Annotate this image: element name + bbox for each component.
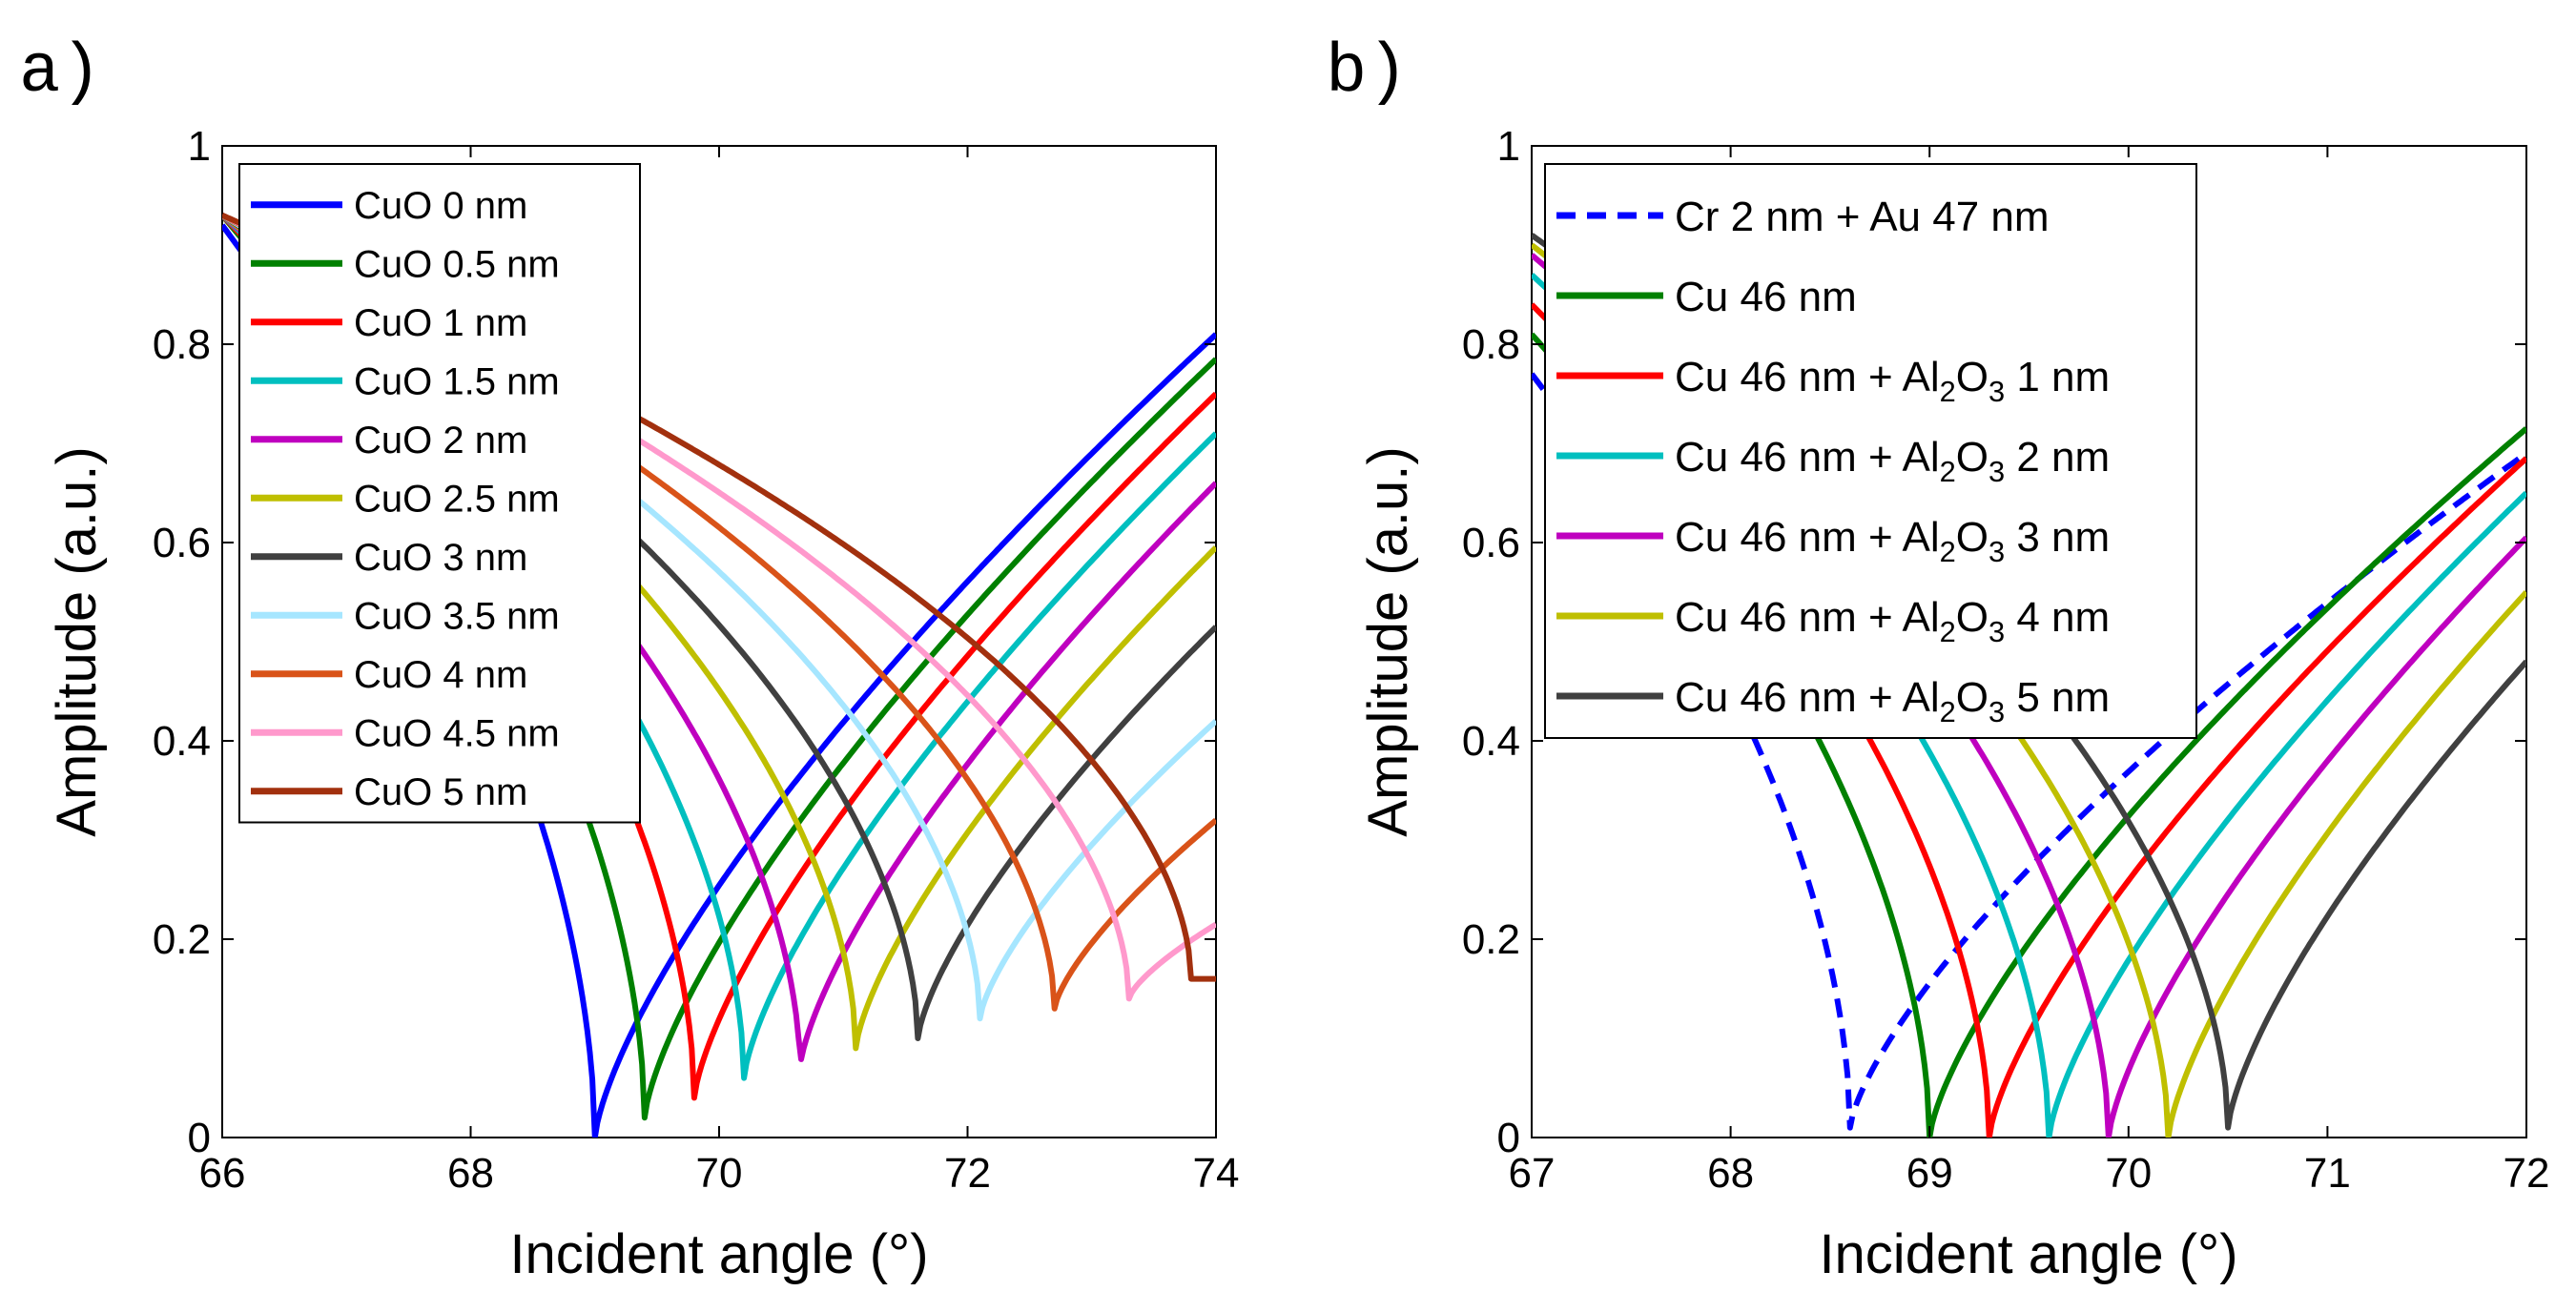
- legend-label: Cu 46 nm + Al2O3 2 nm: [1675, 434, 2110, 488]
- y-axis-title-b: Amplitude (a.u.): [1357, 446, 1419, 836]
- legend-label-part: Cu 46 nm + Al: [1675, 674, 1940, 721]
- legend-box: [1544, 163, 2197, 739]
- legend-label: Cu 46 nm + Al2O3 3 nm: [1675, 514, 2110, 568]
- x-axis-title-a: Incident angle (°): [509, 1223, 928, 1285]
- legend-label: Cu 46 nm + Al2O3 5 nm: [1675, 674, 2110, 728]
- ticks-a: 66 68 70 72 74 0 0.2 0.4 0.6 0.8 1: [153, 123, 1240, 1197]
- legend-label-subscript: 3: [1989, 695, 2005, 728]
- ticks-b: 67 68 69 70 71 72 0 0.2 0.4 0.6 0.8 1: [1462, 123, 2550, 1197]
- x-tick-label: 66: [199, 1150, 246, 1197]
- legend-label-subscript: 2: [1940, 375, 1956, 408]
- legend-label-subscript: 2: [1940, 455, 1956, 488]
- x-tick-label: 74: [1193, 1150, 1240, 1197]
- legend-label: CuO 3 nm: [354, 537, 527, 579]
- y-tick-label: 1: [1497, 123, 1520, 170]
- legend-label-part: Cu 46 nm + Al: [1675, 514, 1940, 561]
- legend-label-part: 5 nm: [2005, 674, 2110, 721]
- legend-a: CuO 0 nm CuO 0.5 nm CuO 1 nm CuO 1.5 nm CuO …: [238, 163, 641, 824]
- legend-label: CuO 2.5 nm: [354, 479, 560, 521]
- x-tick-label: 67: [1509, 1150, 1556, 1197]
- legend-label: CuO 2 nm: [354, 420, 527, 461]
- legend-label: CuO 4.5 nm: [354, 713, 560, 755]
- x-tick-label: 71: [2304, 1150, 2351, 1197]
- axes-frame-b: [1531, 145, 2527, 1138]
- legend-label-part: Cu 46 nm + Al: [1675, 434, 1940, 481]
- x-tick-label: 68: [1707, 1150, 1754, 1197]
- legend-label-subscript: 3: [1989, 535, 2005, 568]
- legend-label-subscript: 2: [1940, 535, 1956, 568]
- y-tick-label: 0: [1497, 1115, 1520, 1161]
- legend-label-subscript: 3: [1989, 375, 2005, 408]
- legend-label-part: O: [1956, 434, 1989, 481]
- y-tick-label: 0.6: [1462, 520, 1520, 566]
- legend-label-part: 1 nm: [2005, 354, 2110, 400]
- legend-label-part: Cu 46 nm + Al: [1675, 354, 1940, 400]
- y-tick-label: 0.4: [1462, 718, 1520, 765]
- legend-label-part: O: [1956, 674, 1989, 721]
- x-tick-label: 69: [1906, 1150, 1953, 1197]
- y-tick-label: 0.6: [153, 520, 211, 566]
- x-tick-label: 72: [2504, 1150, 2550, 1197]
- legend-label: CuO 1.5 nm: [354, 361, 560, 403]
- legend-label: CuO 0.5 nm: [354, 244, 560, 286]
- y-tick-label: 0.2: [153, 916, 211, 963]
- panel-label-b: b): [1326, 33, 1408, 112]
- y-tick-label: 0.4: [153, 718, 211, 765]
- legend-label: Cu 46 nm + Al2O3 1 nm: [1675, 354, 2110, 408]
- legend-label-part: O: [1956, 514, 1989, 561]
- legend-label-subscript: 3: [1989, 615, 2005, 648]
- x-tick-label: 68: [447, 1150, 494, 1197]
- y-tick-label: 0: [188, 1115, 211, 1161]
- legend-label: CuO 5 nm: [354, 771, 527, 813]
- legend-label-subscript: 2: [1940, 615, 1956, 648]
- legend-label: Cu 46 nm + Al2O3 4 nm: [1675, 594, 2110, 648]
- legend-label: CuO 3.5 nm: [354, 596, 560, 638]
- x-tick-label: 72: [944, 1150, 991, 1197]
- legend-label-part: O: [1956, 594, 1989, 641]
- legend-label-part: 4 nm: [2005, 594, 2110, 641]
- x-axis-title-b: Incident angle (°): [1819, 1223, 2237, 1285]
- legend-label: CuO 0 nm: [354, 185, 527, 227]
- legend-label: Cu 46 nm: [1675, 274, 1857, 320]
- y-tick-label: 0.8: [153, 321, 211, 368]
- legend-label-part: 3 nm: [2005, 514, 2110, 561]
- panel-label-a: a): [19, 33, 101, 112]
- legend-label-subscript: 2: [1940, 695, 1956, 728]
- legend-label: Cr 2 nm + Au 47 nm: [1675, 194, 2050, 240]
- legend-label-part: O: [1956, 354, 1989, 400]
- x-tick-label: 70: [2105, 1150, 2152, 1197]
- legend-label-subscript: 3: [1989, 455, 2005, 488]
- y-tick-label: 0.2: [1462, 916, 1520, 963]
- legend-label: CuO 4 nm: [354, 654, 527, 696]
- legend-label: CuO 1 nm: [354, 302, 527, 344]
- legend-label-part: Cu 46 nm + Al: [1675, 594, 1940, 641]
- y-axis-title-a: Amplitude (a.u.): [46, 446, 108, 836]
- y-tick-label: 1: [188, 123, 211, 170]
- legend-box: [238, 163, 641, 824]
- x-tick-label: 70: [696, 1150, 743, 1197]
- legend-label-part: 2 nm: [2005, 434, 2110, 481]
- y-tick-label: 0.8: [1462, 321, 1520, 368]
